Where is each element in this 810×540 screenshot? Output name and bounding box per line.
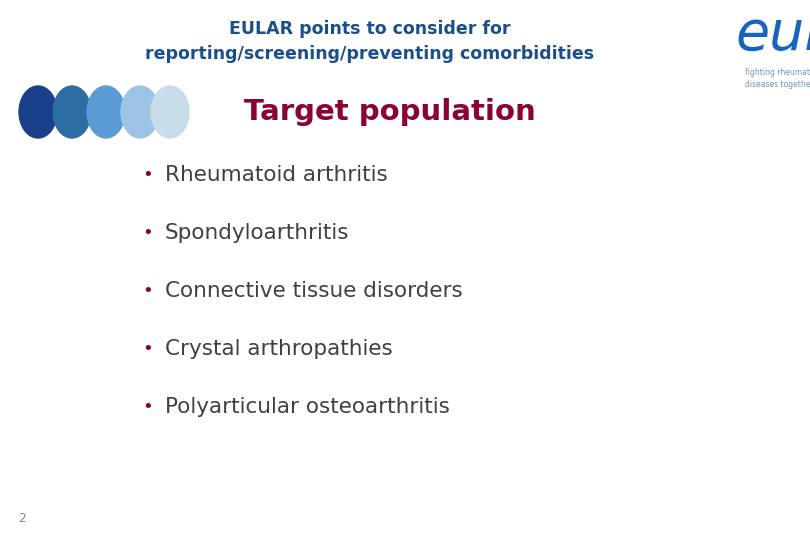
Ellipse shape	[151, 86, 189, 138]
Text: Target population: Target population	[244, 98, 536, 126]
Text: •: •	[143, 398, 153, 416]
Text: Polyarticular osteoarthritis: Polyarticular osteoarthritis	[165, 397, 450, 417]
Text: Rheumatoid arthritis: Rheumatoid arthritis	[165, 165, 388, 185]
Text: •: •	[143, 224, 153, 242]
Text: •: •	[143, 166, 153, 184]
Text: •: •	[143, 340, 153, 358]
Text: Connective tissue disorders: Connective tissue disorders	[165, 281, 463, 301]
Text: fighting rheumatic & musculoskeletal
diseases together: fighting rheumatic & musculoskeletal dis…	[745, 68, 810, 89]
Ellipse shape	[19, 86, 57, 138]
Text: •: •	[143, 282, 153, 300]
Text: eular: eular	[735, 8, 810, 61]
Text: 2: 2	[18, 512, 26, 525]
Text: Crystal arthropathies: Crystal arthropathies	[165, 339, 393, 359]
Text: EULAR points to consider for
reporting/screening/preventing comorbidities: EULAR points to consider for reporting/s…	[146, 20, 595, 63]
Text: Spondyloarthritis: Spondyloarthritis	[165, 223, 349, 243]
Ellipse shape	[87, 86, 125, 138]
Ellipse shape	[53, 86, 91, 138]
Ellipse shape	[121, 86, 159, 138]
